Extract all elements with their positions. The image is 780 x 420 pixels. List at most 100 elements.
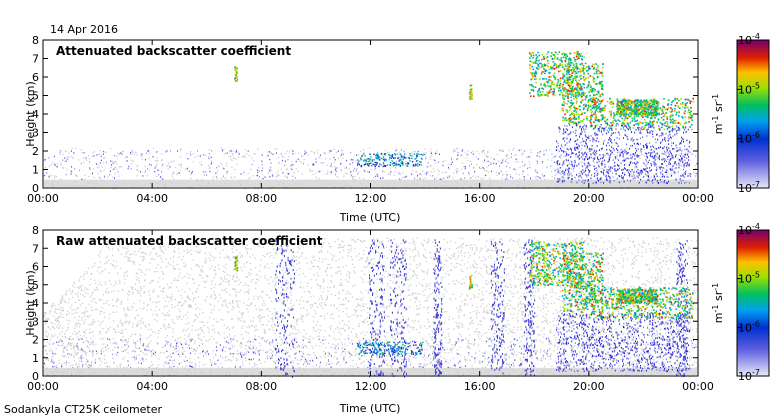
heatmap-cell: [647, 161, 649, 164]
heatmap-cell: [638, 172, 640, 174]
heatmap-cell: [599, 186, 601, 188]
heatmap-cell: [423, 271, 425, 273]
heatmap-cell: [441, 185, 444, 187]
heatmap-cell: [655, 114, 657, 117]
heatmap-cell: [472, 274, 474, 277]
heatmap-cell: [639, 106, 642, 109]
heatmap-cell: [627, 174, 630, 177]
heatmap-cell: [635, 99, 637, 102]
heatmap-cell: [625, 134, 627, 137]
heatmap-cell: [597, 65, 599, 68]
heatmap-cell: [625, 153, 627, 155]
heatmap-cell: [671, 174, 673, 177]
heatmap-cell: [297, 170, 299, 172]
heatmap-cell: [585, 128, 587, 130]
heatmap-cell: [540, 84, 542, 86]
heatmap-cell: [597, 179, 599, 181]
heatmap-cell: [236, 68, 238, 71]
heatmap-cell: [625, 107, 627, 109]
heatmap-cell: [616, 99, 618, 102]
heatmap-cell: [429, 156, 431, 158]
heatmap-cell: [478, 331, 480, 333]
heatmap-cell: [131, 237, 133, 239]
heatmap-cell: [480, 274, 482, 276]
heatmap-cell: [582, 75, 585, 78]
heatmap-cell: [561, 180, 563, 183]
heatmap-cell: [634, 305, 637, 307]
heatmap-cell: [667, 152, 669, 154]
heatmap-cell: [563, 161, 565, 163]
heatmap-cell: [452, 148, 455, 151]
heatmap-cell: [548, 343, 550, 345]
heatmap-cell: [596, 137, 598, 140]
heatmap-cell: [216, 177, 218, 179]
heatmap-cell: [109, 170, 111, 172]
heatmap-cell: [587, 329, 590, 331]
heatmap-cell: [695, 156, 697, 158]
heatmap-cell: [204, 261, 206, 263]
heatmap-cell: [259, 182, 261, 184]
heatmap-cell: [595, 109, 598, 111]
heatmap-cell: [225, 263, 227, 265]
heatmap-cell: [542, 65, 545, 68]
heatmap-cell: [578, 276, 580, 278]
heatmap-cell: [634, 356, 636, 358]
heatmap-cell: [614, 161, 616, 164]
heatmap-cell: [678, 274, 680, 277]
heatmap-cell: [580, 147, 583, 150]
heatmap-cell: [685, 263, 687, 265]
heatmap-cell: [149, 182, 151, 184]
heatmap-cell: [650, 153, 652, 156]
heatmap-cell: [191, 172, 193, 174]
heatmap-cell: [423, 186, 425, 188]
heatmap-cell: [610, 166, 612, 168]
heatmap-cell: [577, 108, 579, 110]
heatmap-cell: [599, 83, 602, 86]
heatmap-cell: [93, 150, 96, 153]
heatmap-cell: [44, 174, 46, 177]
heatmap-cell: [646, 155, 648, 158]
heatmap-cell: [673, 162, 675, 165]
heatmap-cell: [519, 301, 522, 303]
heatmap-cell: [289, 167, 292, 169]
heatmap-cell: [580, 141, 582, 144]
heatmap-cell: [640, 99, 642, 102]
y-tick-label: 5: [32, 90, 39, 103]
heatmap-cell: [157, 255, 159, 257]
heatmap-cell: [550, 66, 552, 69]
heatmap-cell: [62, 166, 64, 168]
heatmap-cell: [538, 155, 540, 158]
heatmap-cell: [545, 57, 548, 59]
heatmap-cell: [554, 77, 557, 80]
heatmap-cell: [294, 326, 296, 329]
heatmap-cell: [681, 157, 683, 159]
heatmap-cell: [53, 175, 56, 177]
heatmap-cell: [674, 122, 677, 124]
heatmap-cell: [635, 110, 637, 112]
heatmap-cell: [469, 93, 471, 95]
heatmap-cell: [204, 363, 206, 365]
heatmap-cell: [628, 108, 630, 111]
heatmap-cell: [531, 65, 533, 68]
heatmap-cell: [602, 98, 604, 101]
x-axis-label: Time (UTC): [339, 211, 401, 224]
heatmap-cell: [671, 168, 673, 171]
heatmap-cell: [269, 158, 271, 161]
heatmap-cell: [680, 175, 682, 177]
heatmap-cell: [521, 161, 523, 163]
heatmap-cell: [582, 65, 585, 67]
heatmap-cell: [44, 158, 46, 161]
heatmap-cell: [687, 98, 690, 101]
heatmap-cell: [649, 124, 652, 127]
heatmap-cell: [693, 171, 695, 173]
heatmap-cell: [127, 182, 130, 184]
heatmap-cell: [621, 109, 623, 112]
heatmap-cell: [499, 165, 501, 167]
heatmap-cell: [623, 128, 625, 130]
heatmap-cell: [581, 92, 583, 94]
heatmap-cell: [420, 161, 422, 163]
heatmap-cell: [477, 158, 479, 160]
heatmap-cell: [544, 178, 546, 181]
heatmap-cell: [565, 168, 567, 170]
heatmap-cell: [531, 330, 533, 333]
